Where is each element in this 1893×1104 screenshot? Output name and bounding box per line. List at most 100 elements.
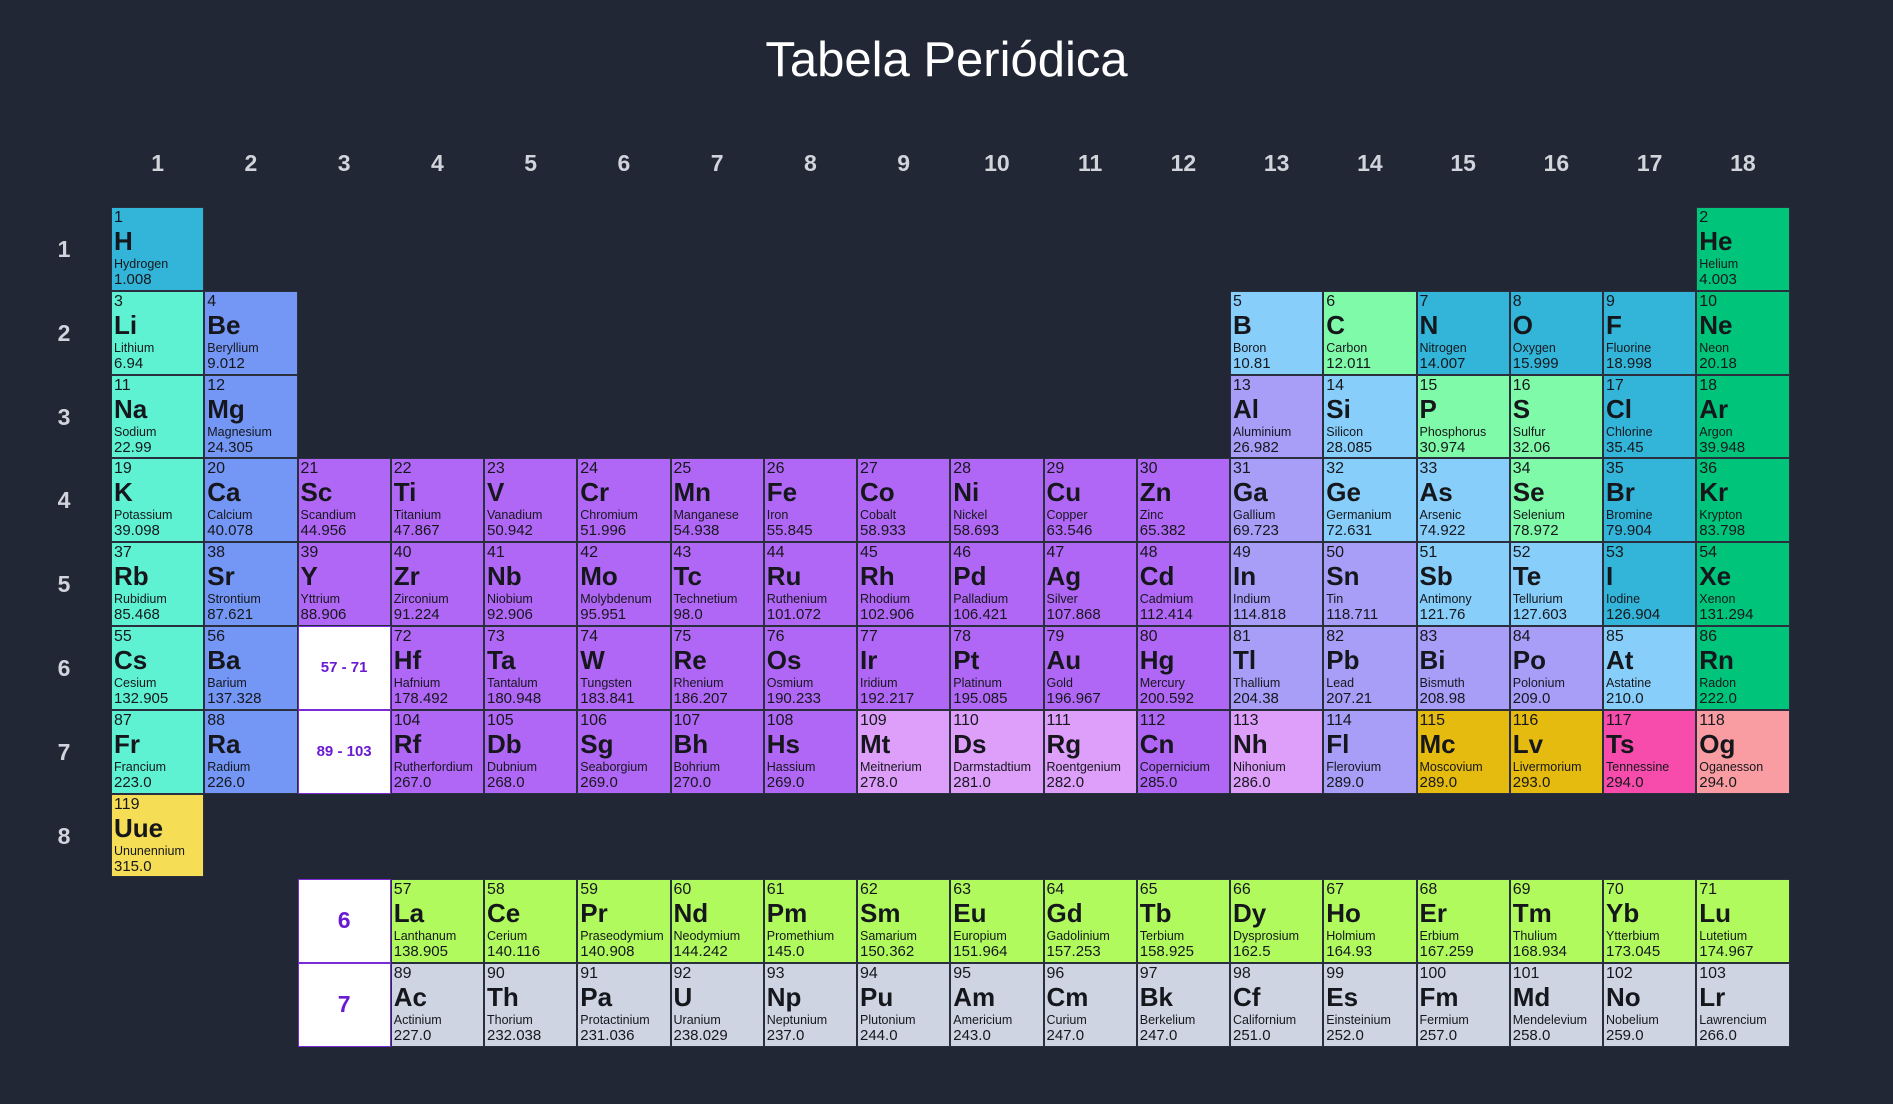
element-re[interactable]: 75 Re Rhenium 186.207 — [670, 626, 764, 710]
element-bh[interactable]: 107 Bh Bohrium 270.0 — [670, 709, 764, 794]
element-co[interactable]: 27 Co Cobalt 58.933 — [857, 458, 951, 543]
element-xe[interactable]: 54 Xe Xenon 131.294 — [1696, 542, 1790, 626]
element-ds[interactable]: 110 Ds Darmstadtium 281.0 — [950, 709, 1044, 794]
element-md[interactable]: 101 Md Mendelevium 258.0 — [1509, 963, 1603, 1047]
element-sr[interactable]: 38 Sr Strontium 87.621 — [204, 542, 298, 626]
element-rh[interactable]: 45 Rh Rhodium 102.906 — [857, 542, 951, 626]
element-bk[interactable]: 97 Bk Berkelium 247.0 — [1136, 963, 1230, 1047]
element-ce[interactable]: 58 Ce Cerium 140.116 — [484, 879, 578, 963]
element-db[interactable]: 105 Db Dubnium 268.0 — [484, 709, 578, 794]
element-mg[interactable]: 12 Mg Magnesium 24.305 — [204, 374, 298, 459]
element-bi[interactable]: 83 Bi Bismuth 208.98 — [1416, 626, 1510, 710]
element-c[interactable]: 6 C Carbon 12.011 — [1323, 290, 1417, 375]
element-ac[interactable]: 89 Ac Actinium 227.0 — [390, 963, 484, 1047]
element-ti[interactable]: 22 Ti Titanium 47.867 — [390, 458, 484, 543]
element-pr[interactable]: 59 Pr Praseodymium 140.908 — [577, 879, 671, 963]
element-os[interactable]: 76 Os Osmium 190.233 — [763, 626, 857, 710]
element-mo[interactable]: 42 Mo Molybdenum 95.951 — [577, 542, 671, 626]
element-tb[interactable]: 65 Tb Terbium 158.925 — [1136, 879, 1230, 963]
element-at[interactable]: 85 At Astatine 210.0 — [1603, 626, 1697, 710]
element-og[interactable]: 118 Og Oganesson 294.0 — [1696, 709, 1790, 794]
element-ts[interactable]: 117 Ts Tennessine 294.0 — [1603, 709, 1697, 794]
element-nd[interactable]: 60 Nd Neodymium 144.242 — [670, 879, 764, 963]
element-ir[interactable]: 77 Ir Iridium 192.217 — [857, 626, 951, 710]
element-o[interactable]: 8 O Oxygen 15.999 — [1509, 290, 1603, 375]
element-as[interactable]: 33 As Arsenic 74.922 — [1416, 458, 1510, 543]
element-cu[interactable]: 29 Cu Copper 63.546 — [1043, 458, 1137, 543]
element-ne[interactable]: 10 Ne Neon 20.18 — [1696, 290, 1790, 375]
element-zn[interactable]: 30 Zn Zinc 65.382 — [1136, 458, 1230, 543]
element-yb[interactable]: 70 Yb Ytterbium 173.045 — [1603, 879, 1697, 963]
element-ho[interactable]: 67 Ho Holmium 164.93 — [1323, 879, 1417, 963]
element-mc[interactable]: 115 Mc Moscovium 289.0 — [1416, 709, 1510, 794]
element-rn[interactable]: 86 Rn Radon 222.0 — [1696, 626, 1790, 710]
element-lr[interactable]: 103 Lr Lawrencium 266.0 — [1696, 963, 1790, 1047]
element-ru[interactable]: 44 Ru Ruthenium 101.072 — [763, 542, 857, 626]
element-nh[interactable]: 113 Nh Nihonium 286.0 — [1230, 709, 1324, 794]
element-fe[interactable]: 26 Fe Iron 55.845 — [763, 458, 857, 543]
element-k[interactable]: 19 K Potassium 39.098 — [111, 458, 205, 543]
element-v[interactable]: 23 V Vanadium 50.942 — [484, 458, 578, 543]
element-ta[interactable]: 73 Ta Tantalum 180.948 — [484, 626, 578, 710]
element-cm[interactable]: 96 Cm Curium 247.0 — [1043, 963, 1137, 1047]
element-pm[interactable]: 61 Pm Promethium 145.0 — [763, 879, 857, 963]
element-tc[interactable]: 43 Tc Technetium 98.0 — [670, 542, 764, 626]
element-ge[interactable]: 32 Ge Germanium 72.631 — [1323, 458, 1417, 543]
element-rf[interactable]: 104 Rf Rutherfordium 267.0 — [390, 709, 484, 794]
element-nb[interactable]: 41 Nb Niobium 92.906 — [484, 542, 578, 626]
element-am[interactable]: 95 Am Americium 243.0 — [950, 963, 1044, 1047]
element-rb[interactable]: 37 Rb Rubidium 85.468 — [111, 542, 205, 626]
element-b[interactable]: 5 B Boron 10.81 — [1230, 290, 1324, 375]
element-ni[interactable]: 28 Ni Nickel 58.693 — [950, 458, 1044, 543]
element-na[interactable]: 11 Na Sodium 22.99 — [111, 374, 205, 459]
element-pa[interactable]: 91 Pa Protactinium 231.036 — [577, 963, 671, 1047]
element-f[interactable]: 9 F Fluorine 18.998 — [1603, 290, 1697, 375]
element-dy[interactable]: 66 Dy Dysprosium 162.5 — [1230, 879, 1324, 963]
element-ba[interactable]: 56 Ba Barium 137.328 — [204, 626, 298, 710]
element-th[interactable]: 90 Th Thorium 232.038 — [484, 963, 578, 1047]
element-sn[interactable]: 50 Sn Tin 118.711 — [1323, 542, 1417, 626]
element-in[interactable]: 49 In Indium 114.818 — [1230, 542, 1324, 626]
element-cn[interactable]: 112 Cn Copernicium 285.0 — [1136, 709, 1230, 794]
element-cr[interactable]: 24 Cr Chromium 51.996 — [577, 458, 671, 543]
element-n[interactable]: 7 N Nitrogen 14.007 — [1416, 290, 1510, 375]
element-ra[interactable]: 88 Ra Radium 226.0 — [204, 709, 298, 794]
element-cl[interactable]: 17 Cl Chlorine 35.45 — [1603, 374, 1697, 459]
element-la[interactable]: 57 La Lanthanum 138.905 — [390, 879, 484, 963]
element-au[interactable]: 79 Au Gold 196.967 — [1043, 626, 1137, 710]
element-no[interactable]: 102 No Nobelium 259.0 — [1603, 963, 1697, 1047]
element-np[interactable]: 93 Np Neptunium 237.0 — [763, 963, 857, 1047]
element-pb[interactable]: 82 Pb Lead 207.21 — [1323, 626, 1417, 710]
element-rg[interactable]: 111 Rg Roentgenium 282.0 — [1043, 709, 1137, 794]
element-hg[interactable]: 80 Hg Mercury 200.592 — [1136, 626, 1230, 710]
element-cs[interactable]: 55 Cs Cesium 132.905 — [111, 626, 205, 710]
element-s[interactable]: 16 S Sulfur 32.06 — [1509, 374, 1603, 459]
element-u[interactable]: 92 U Uranium 238.029 — [670, 963, 764, 1047]
element-sg[interactable]: 106 Sg Seaborgium 269.0 — [577, 709, 671, 794]
element-es[interactable]: 99 Es Einsteinium 252.0 — [1323, 963, 1417, 1047]
element-sb[interactable]: 51 Sb Antimony 121.76 — [1416, 542, 1510, 626]
element-w[interactable]: 74 W Tungsten 183.841 — [577, 626, 671, 710]
element-fl[interactable]: 114 Fl Flerovium 289.0 — [1323, 709, 1417, 794]
element-y[interactable]: 39 Y Yttrium 88.906 — [297, 542, 391, 626]
element-eu[interactable]: 63 Eu Europium 151.964 — [950, 879, 1044, 963]
element-be[interactable]: 4 Be Beryllium 9.012 — [204, 290, 298, 375]
element-er[interactable]: 68 Er Erbium 167.259 — [1416, 879, 1510, 963]
element-tm[interactable]: 69 Tm Thulium 168.934 — [1509, 879, 1603, 963]
element-hf[interactable]: 72 Hf Hafnium 178.492 — [390, 626, 484, 710]
element-br[interactable]: 35 Br Bromine 79.904 — [1603, 458, 1697, 543]
element-ga[interactable]: 31 Ga Gallium 69.723 — [1230, 458, 1324, 543]
element-ar[interactable]: 18 Ar Argon 39.948 — [1696, 374, 1790, 459]
element-ca[interactable]: 20 Ca Calcium 40.078 — [204, 458, 298, 543]
element-li[interactable]: 3 Li Lithium 6.94 — [111, 290, 205, 375]
element-lv[interactable]: 116 Lv Livermorium 293.0 — [1509, 709, 1603, 794]
element-pu[interactable]: 94 Pu Plutonium 244.0 — [857, 963, 951, 1047]
element-al[interactable]: 13 Al Aluminium 26.982 — [1230, 374, 1324, 459]
element-tl[interactable]: 81 Tl Thallium 204.38 — [1230, 626, 1324, 710]
element-h[interactable]: 1 H Hydrogen 1.008 — [111, 207, 205, 291]
element-cd[interactable]: 48 Cd Cadmium 112.414 — [1136, 542, 1230, 626]
element-i[interactable]: 53 I Iodine 126.904 — [1603, 542, 1697, 626]
element-sc[interactable]: 21 Sc Scandium 44.956 — [297, 458, 391, 543]
element-he[interactable]: 2 He Helium 4.003 — [1696, 207, 1790, 291]
element-mt[interactable]: 109 Mt Meitnerium 278.0 — [857, 709, 951, 794]
